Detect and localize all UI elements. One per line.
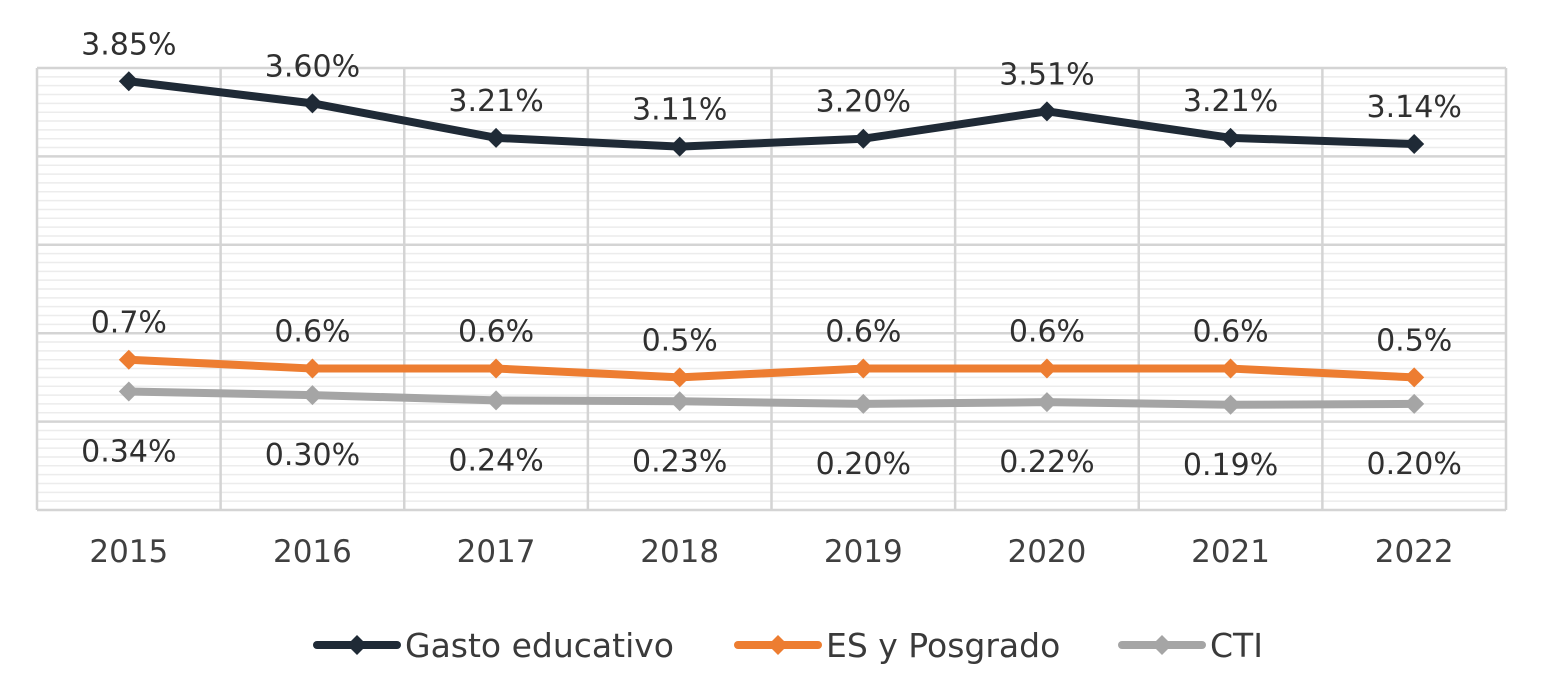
x-tick-label: 2021: [1191, 534, 1270, 570]
data-label: 3.20%: [816, 85, 911, 120]
data-label: 0.7%: [91, 306, 167, 341]
data-label: 0.5%: [1376, 323, 1452, 358]
x-tick-label: 2017: [457, 534, 536, 570]
data-marker: [1404, 134, 1425, 155]
data-marker: [118, 381, 139, 402]
data-marker: [302, 93, 323, 114]
gridlines: [35, 66, 1508, 512]
legend-swatch: [313, 635, 401, 655]
data-marker: [669, 391, 690, 412]
legend-marker: [768, 635, 788, 655]
data-label: 0.19%: [1183, 448, 1278, 483]
data-label: 3.60%: [265, 49, 360, 84]
legend-item: CTI: [1118, 615, 1263, 675]
data-label: 0.6%: [825, 315, 901, 350]
data-marker: [486, 390, 507, 411]
data-marker: [118, 71, 139, 92]
legend-item: ES y Posgrado: [734, 615, 1060, 675]
data-marker: [853, 128, 874, 149]
data-label: 0.22%: [999, 445, 1094, 480]
x-tick-label: 2016: [273, 534, 352, 570]
data-label: 3.14%: [1367, 90, 1462, 125]
data-label: 0.6%: [1009, 315, 1085, 350]
legend-marker: [347, 635, 367, 655]
legend-swatch: [734, 635, 822, 655]
legend: Gasto educativo ES y Posgrado CTI: [0, 615, 1550, 675]
data-marker: [1036, 392, 1057, 413]
series-line-1: [124, 355, 1419, 382]
data-marker: [1404, 393, 1425, 414]
data-label: 0.30%: [265, 438, 360, 473]
data-label: 0.6%: [458, 315, 534, 350]
legend-label: CTI: [1210, 625, 1263, 665]
data-label: 0.20%: [1367, 447, 1462, 482]
x-tick-label: 2018: [640, 534, 719, 570]
data-label: 0.6%: [274, 315, 350, 350]
x-axis-tick-labels: 2015 2016 2017 2018 2019 2020 2021 2022: [89, 534, 1453, 570]
data-marker: [1036, 358, 1057, 379]
x-tick-label: 2022: [1375, 534, 1454, 570]
legend-marker: [1152, 635, 1172, 655]
data-marker: [1220, 394, 1241, 415]
data-marker: [1220, 358, 1241, 379]
data-label: 3.85%: [81, 27, 176, 62]
data-marker: [853, 393, 874, 414]
legend-label: Gasto educativo: [405, 625, 674, 665]
data-marker: [853, 358, 874, 379]
data-label: 3.11%: [632, 93, 727, 128]
data-marker: [1036, 101, 1057, 122]
data-marker: [302, 385, 323, 406]
data-label: 0.5%: [642, 323, 718, 358]
data-marker: [486, 127, 507, 148]
data-label: 0.6%: [1192, 315, 1268, 350]
data-label: 0.20%: [816, 447, 911, 482]
data-labels: 3.85% 3.60% 3.21% 3.11% 3.20% 3.51% 3.21% 3.14%…: [81, 27, 1462, 483]
series-line-0: [124, 77, 1419, 151]
x-tick-label: 2015: [89, 534, 168, 570]
data-label: 3.51%: [999, 57, 1094, 92]
data-marker: [302, 358, 323, 379]
line-chart: 3.85% 3.60% 3.21% 3.11% 3.20% 3.51% 3.21% 3.14%…: [35, 27, 1508, 570]
data-marker: [1220, 127, 1241, 148]
data-marker: [486, 358, 507, 379]
data-label: 0.34%: [81, 435, 176, 470]
data-marker: [669, 136, 690, 157]
data-marker: [669, 367, 690, 388]
x-tick-label: 2019: [824, 534, 903, 570]
data-label: 3.21%: [1183, 84, 1278, 119]
legend-swatch: [1118, 635, 1206, 655]
data-label: 0.23%: [632, 444, 727, 479]
legend-item: Gasto educativo: [313, 615, 674, 675]
data-label: 0.24%: [448, 443, 543, 478]
series-line-2: [124, 387, 1419, 409]
legend-label: ES y Posgrado: [826, 625, 1061, 665]
data-label: 3.21%: [448, 84, 543, 119]
data-markers: [118, 71, 1425, 415]
x-tick-label: 2020: [1007, 534, 1086, 570]
data-marker: [118, 349, 139, 370]
data-marker: [1404, 367, 1425, 388]
series-lines: [124, 77, 1419, 409]
